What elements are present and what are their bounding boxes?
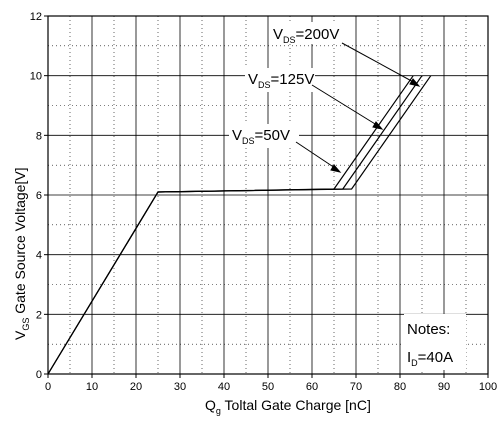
x-axis-label: Qg Toltal Gate Charge [nC] — [205, 397, 371, 416]
arrowhead-50v — [330, 164, 342, 173]
label-arrows — [295, 42, 421, 173]
y-axis-label: VGS Gate Source Voltage[V] — [12, 167, 31, 340]
series-label-200v: VDS=200V — [270, 22, 346, 45]
y-tick-label: 4 — [36, 250, 42, 262]
y-tick-label: 0 — [36, 369, 42, 381]
y-tick-label: 8 — [36, 130, 42, 142]
arrowhead-200v — [409, 78, 421, 87]
svg-text:VDS=200V: VDS=200V — [273, 26, 339, 45]
x-tick-label: 90 — [438, 381, 450, 393]
svg-text:VDS=125V: VDS=125V — [248, 71, 314, 90]
arrow-50v — [295, 141, 339, 171]
y-tick-label: 12 — [30, 11, 42, 23]
notes-id-value: ID=40A — [407, 349, 453, 368]
x-tick-label: 70 — [350, 381, 362, 393]
series-label-125v: VDS=125V — [245, 68, 315, 92]
arrow-200v — [341, 42, 418, 85]
x-tick-label: 100 — [479, 381, 497, 393]
x-tick-label: 10 — [86, 381, 98, 393]
y-tick-label: 2 — [36, 309, 42, 321]
x-tick-label: 40 — [218, 381, 230, 393]
series-label-50v: VDS=50V — [229, 124, 299, 148]
y-tick-label: 10 — [30, 71, 42, 83]
notes-title: Notes: — [407, 321, 450, 338]
notes-box — [404, 314, 466, 370]
series-line-2 — [47, 75, 432, 375]
series-lines — [47, 75, 432, 375]
x-tick-label: 80 — [394, 381, 406, 393]
svg-text:VDS=50V: VDS=50V — [232, 127, 290, 146]
x-tick-label: 0 — [45, 381, 51, 393]
x-tick-label: 30 — [174, 381, 186, 393]
x-tick-label: 60 — [306, 381, 318, 393]
tick-labels: 0 10 20 30 40 50 60 70 80 90 100 0 2 4 6 8 10 12 — [30, 11, 497, 393]
x-tick-label: 50 — [262, 381, 274, 393]
plot-frame — [47, 15, 489, 375]
arrowhead-125v — [372, 121, 384, 130]
x-tick-label: 20 — [130, 381, 142, 393]
series-line-0 — [47, 75, 414, 375]
arrow-125v — [311, 84, 381, 128]
y-tick-label: 6 — [36, 190, 42, 202]
